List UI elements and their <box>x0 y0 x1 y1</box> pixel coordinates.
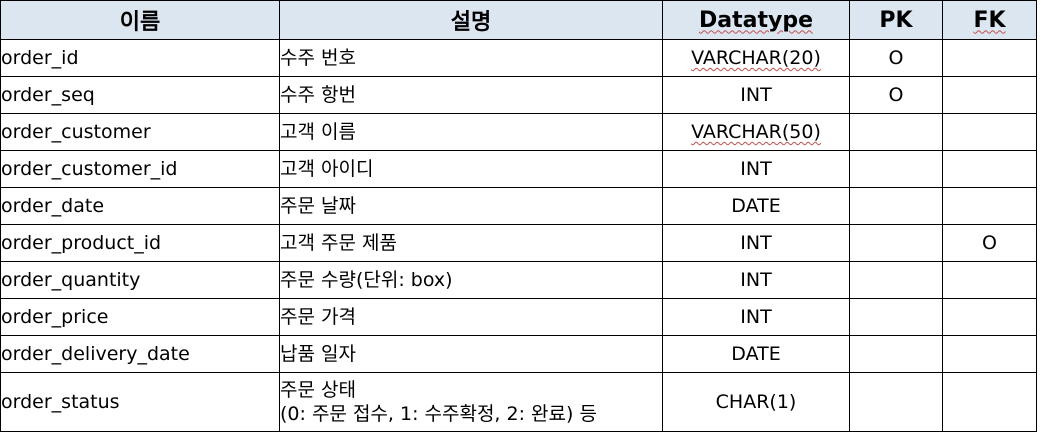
header-fk: FK <box>942 0 1037 40</box>
datatype-label: VARCHAR(20) <box>691 47 821 69</box>
header-row: 이름 설명 Datatype PK FK <box>0 0 1037 40</box>
description-line: 주문 수량(단위: box) <box>280 269 453 291</box>
description-line: 고객 주문 제품 <box>280 232 397 254</box>
cell-datatype: DATE <box>662 335 850 373</box>
cell-name: order_customer_id <box>0 150 280 188</box>
description-line: 납품 일자 <box>280 343 356 365</box>
header-description: 설명 <box>279 0 663 40</box>
description-line: 수주 항번 <box>280 84 356 106</box>
cell-description: 고객 주문 제품 <box>279 224 663 262</box>
cell-datatype: INT <box>662 298 850 336</box>
cell-datatype: INT <box>662 150 850 188</box>
table-row: order_price 주문 가격 INT <box>0 298 1037 336</box>
cell-pk <box>849 372 943 432</box>
cell-description: 납품 일자 <box>279 335 663 373</box>
description-line: 주문 상태 <box>280 379 356 401</box>
cell-fk <box>942 187 1037 225</box>
cell-name: order_customer <box>0 113 280 151</box>
cell-datatype: INT <box>662 76 850 114</box>
cell-datatype: INT <box>662 224 850 262</box>
cell-name: order_quantity <box>0 261 280 299</box>
description-line: 주문 날짜 <box>280 195 356 217</box>
cell-pk <box>849 187 943 225</box>
cell-description: 주문 상태 (0: 주문 접수, 1: 수주확정, 2: 완료) 등 <box>279 372 663 432</box>
cell-fk <box>942 261 1037 299</box>
cell-fk <box>942 298 1037 336</box>
cell-pk <box>849 261 943 299</box>
table-row: order_id 수주 번호 VARCHAR(20) O <box>0 39 1037 77</box>
cell-pk: O <box>849 76 943 114</box>
cell-fk <box>942 39 1037 77</box>
header-datatype: Datatype <box>662 0 850 40</box>
cell-name: order_id <box>0 39 280 77</box>
cell-pk <box>849 150 943 188</box>
cell-datatype: VARCHAR(20) <box>662 39 850 77</box>
cell-pk <box>849 335 943 373</box>
cell-description: 주문 수량(단위: box) <box>279 261 663 299</box>
description-line-2: (0: 주문 접수, 1: 수주확정, 2: 완료) 등 <box>280 403 597 425</box>
cell-datatype: CHAR(1) <box>662 372 850 432</box>
cell-fk <box>942 372 1037 432</box>
cell-description: 수주 항번 <box>279 76 663 114</box>
cell-fk: O <box>942 224 1037 262</box>
cell-name: order_status <box>0 372 280 432</box>
header-name: 이름 <box>0 0 280 40</box>
table-row: order_product_id 고객 주문 제품 INT O <box>0 224 1037 262</box>
cell-name: order_price <box>0 298 280 336</box>
cell-description: 주문 날짜 <box>279 187 663 225</box>
table-header: 이름 설명 Datatype PK FK <box>0 0 1037 40</box>
cell-pk <box>849 224 943 262</box>
cell-description: 주문 가격 <box>279 298 663 336</box>
description-line: 주문 가격 <box>280 306 356 328</box>
description-line: 고객 이름 <box>280 121 356 143</box>
table-row: order_seq 수주 항번 INT O <box>0 76 1037 114</box>
table-row: order_quantity 주문 수량(단위: box) INT <box>0 261 1037 299</box>
description-line: 고객 아이디 <box>280 158 374 180</box>
datatype-label: VARCHAR(50) <box>691 121 821 143</box>
cell-datatype: DATE <box>662 187 850 225</box>
cell-datatype: INT <box>662 261 850 299</box>
cell-datatype: VARCHAR(50) <box>662 113 850 151</box>
header-pk: PK <box>849 0 943 40</box>
schema-table: 이름 설명 Datatype PK FK order_id 수주 번호 VARC… <box>0 0 1037 432</box>
header-datatype-label: Datatype <box>699 7 813 33</box>
cell-name: order_seq <box>0 76 280 114</box>
cell-name: order_date <box>0 187 280 225</box>
table-body: order_id 수주 번호 VARCHAR(20) O order_seq 수… <box>0 39 1037 432</box>
table-row: order_customer_id 고객 아이디 INT <box>0 150 1037 188</box>
table-row: order_customer 고객 이름 VARCHAR(50) <box>0 113 1037 151</box>
cell-pk <box>849 298 943 336</box>
cell-name: order_product_id <box>0 224 280 262</box>
cell-description: 고객 아이디 <box>279 150 663 188</box>
cell-fk <box>942 113 1037 151</box>
table-row: order_delivery_date 납품 일자 DATE <box>0 335 1037 373</box>
cell-name: order_delivery_date <box>0 335 280 373</box>
header-fk-label: FK <box>973 7 1006 33</box>
cell-description: 수주 번호 <box>279 39 663 77</box>
cell-pk <box>849 113 943 151</box>
description-line: 수주 번호 <box>280 47 356 69</box>
cell-description: 고객 이름 <box>279 113 663 151</box>
cell-fk <box>942 335 1037 373</box>
cell-pk: O <box>849 39 943 77</box>
table-row: order_status 주문 상태 (0: 주문 접수, 1: 수주확정, 2… <box>0 372 1037 432</box>
cell-fk <box>942 76 1037 114</box>
cell-fk <box>942 150 1037 188</box>
table-row: order_date 주문 날짜 DATE <box>0 187 1037 225</box>
